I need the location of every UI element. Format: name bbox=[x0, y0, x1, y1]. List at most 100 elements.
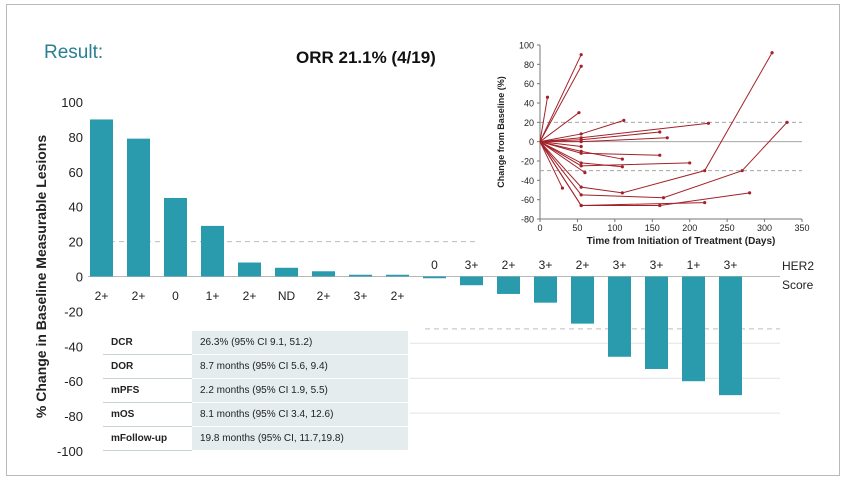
patient-trajectory-line bbox=[539, 54, 582, 142]
patient-trajectory-point bbox=[703, 169, 707, 173]
patient-trajectory-point bbox=[658, 153, 662, 157]
inset-x-tick-label: 300 bbox=[757, 223, 772, 233]
table-row: DOR 8.7 months (95% CI 5.6, 9.4) bbox=[103, 355, 408, 379]
patient-trajectory-point bbox=[706, 121, 711, 125]
table-label: mPFS bbox=[103, 379, 192, 403]
waterfall-bar bbox=[90, 119, 113, 277]
patient-trajectory-point bbox=[740, 169, 744, 173]
patient-trajectory-point bbox=[658, 203, 662, 208]
table-label: mFollow-up bbox=[103, 427, 192, 451]
orr-title: ORR 21.1% (4/19) bbox=[296, 48, 436, 67]
patient-trajectory-point bbox=[579, 203, 583, 208]
patient-trajectory-point bbox=[579, 161, 583, 165]
patient-trajectory-point bbox=[579, 64, 583, 68]
patient-trajectory-line bbox=[539, 97, 548, 142]
y-tick-label: -100 bbox=[57, 444, 83, 459]
patient-trajectory-point bbox=[579, 144, 583, 149]
table-value: 26.3% (95% CI 9.1, 51.2) bbox=[192, 331, 408, 355]
inset-x-tick-label: 0 bbox=[537, 223, 542, 233]
inset-y-tick-label: 80 bbox=[524, 60, 534, 70]
patient-trajectory-point bbox=[579, 132, 583, 136]
y-tick-label: 20 bbox=[69, 235, 83, 250]
patient-trajectory-point bbox=[688, 161, 692, 165]
patient-trajectory-point bbox=[665, 136, 669, 140]
patient-trajectory-point bbox=[579, 151, 583, 155]
inset-x-tick-label: 50 bbox=[572, 223, 582, 233]
her2-score-label: 3+ bbox=[613, 258, 627, 272]
result-heading: Result: bbox=[44, 42, 104, 63]
her2-score-label: 0 bbox=[172, 289, 179, 303]
waterfall-bar bbox=[608, 276, 631, 357]
inset-x-axis-title: Time from Initiation of Treatment (Days) bbox=[587, 236, 776, 247]
table-value: 8.1 months (95% CI 3.4, 12.6) bbox=[192, 403, 408, 427]
table-label: DCR bbox=[103, 331, 192, 355]
table-row: mPFS 2.2 months (95% CI 1.9, 5.5) bbox=[103, 379, 408, 403]
her2-score-label: 1+ bbox=[687, 258, 701, 272]
inset-y-tick-label: -60 bbox=[521, 195, 534, 205]
waterfall-bar bbox=[349, 274, 372, 277]
summary-table: DCR 26.3% (95% CI 9.1, 51.2) DOR 8.7 mon… bbox=[103, 331, 408, 451]
patient-trajectory-point bbox=[560, 186, 565, 190]
her2-score-label: 2+ bbox=[391, 289, 405, 303]
patient-trajectory-point bbox=[785, 120, 789, 124]
her2-score-label: 3+ bbox=[650, 258, 664, 272]
inset-x-tick-label: 200 bbox=[682, 223, 697, 233]
waterfall-bar bbox=[497, 276, 520, 294]
inset-x-tick-label: 250 bbox=[720, 223, 735, 233]
patient-trajectory-point bbox=[620, 191, 624, 195]
patient-trajectory-line bbox=[539, 141, 586, 174]
patient-trajectory-line bbox=[539, 112, 580, 143]
table-value: 8.7 months (95% CI 5.6, 9.4) bbox=[192, 355, 408, 379]
inset-y-tick-label: 20 bbox=[524, 118, 534, 128]
her2-score-label: 1+ bbox=[206, 289, 220, 303]
inset-y-tick-label: 60 bbox=[524, 79, 534, 89]
inset-y-tick-label: 40 bbox=[524, 99, 534, 109]
inset-x-tick-label: 100 bbox=[607, 223, 622, 233]
inset-y-axis-title: Change from Baseline (%) bbox=[496, 76, 506, 188]
inset-y-tick-label: 0 bbox=[529, 137, 534, 147]
y-tick-label: -60 bbox=[64, 374, 83, 389]
her2-score-label: 3+ bbox=[539, 258, 553, 272]
waterfall-bar bbox=[460, 276, 483, 286]
waterfall-bar bbox=[645, 276, 668, 369]
patient-trajectory-point bbox=[620, 165, 624, 169]
her2-score-label: 3+ bbox=[354, 289, 368, 303]
patient-trajectory-line bbox=[539, 141, 563, 189]
score-axis-title: Score bbox=[782, 278, 814, 292]
y-tick-label: 40 bbox=[69, 200, 83, 215]
her2-score-label: 3+ bbox=[724, 258, 738, 272]
patient-trajectory-point bbox=[579, 185, 583, 189]
patient-trajectory-point bbox=[579, 193, 583, 197]
y-tick-label: 80 bbox=[69, 130, 83, 145]
patient-trajectory-point bbox=[579, 138, 583, 142]
her2-score-label: 2+ bbox=[95, 289, 109, 303]
patient-trajectory-point bbox=[579, 53, 583, 57]
waterfall-bar bbox=[201, 225, 224, 277]
patient-trajectory-point bbox=[748, 191, 752, 195]
inset-x-tick-label: 150 bbox=[645, 223, 660, 233]
y-tick-label: 60 bbox=[69, 165, 83, 180]
her2-score-label: 2+ bbox=[243, 289, 257, 303]
inset-y-tick-label: 100 bbox=[519, 41, 534, 51]
waterfall-bar bbox=[386, 274, 409, 277]
y-tick-label: -80 bbox=[64, 409, 83, 424]
waterfall-bar bbox=[312, 271, 335, 277]
y-axis-title: % Change in Baseline Measurable Lesions bbox=[33, 135, 49, 418]
waterfall-bar bbox=[423, 276, 446, 279]
patient-trajectory-point bbox=[620, 157, 624, 161]
y-tick-label: 100 bbox=[61, 95, 83, 110]
table-label: DOR bbox=[103, 355, 192, 379]
inset-y-tick-label: -20 bbox=[521, 157, 534, 167]
table-value: 19.8 months (95% CI, 11.7,19.8) bbox=[192, 427, 408, 451]
patient-trajectory-line bbox=[539, 66, 582, 142]
table-row: DCR 26.3% (95% CI 9.1, 51.2) bbox=[103, 331, 408, 355]
inset-x-tick-label: 350 bbox=[794, 223, 809, 233]
waterfall-bar bbox=[275, 267, 298, 277]
patient-trajectory-point bbox=[622, 118, 626, 122]
her2-score-label: ND bbox=[278, 289, 296, 303]
patient-trajectory-point bbox=[658, 130, 662, 134]
table-row: mFollow-up 19.8 months (95% CI, 11.7,19.… bbox=[103, 427, 408, 451]
waterfall-bar bbox=[571, 276, 594, 324]
patient-trajectory-point bbox=[579, 164, 583, 168]
